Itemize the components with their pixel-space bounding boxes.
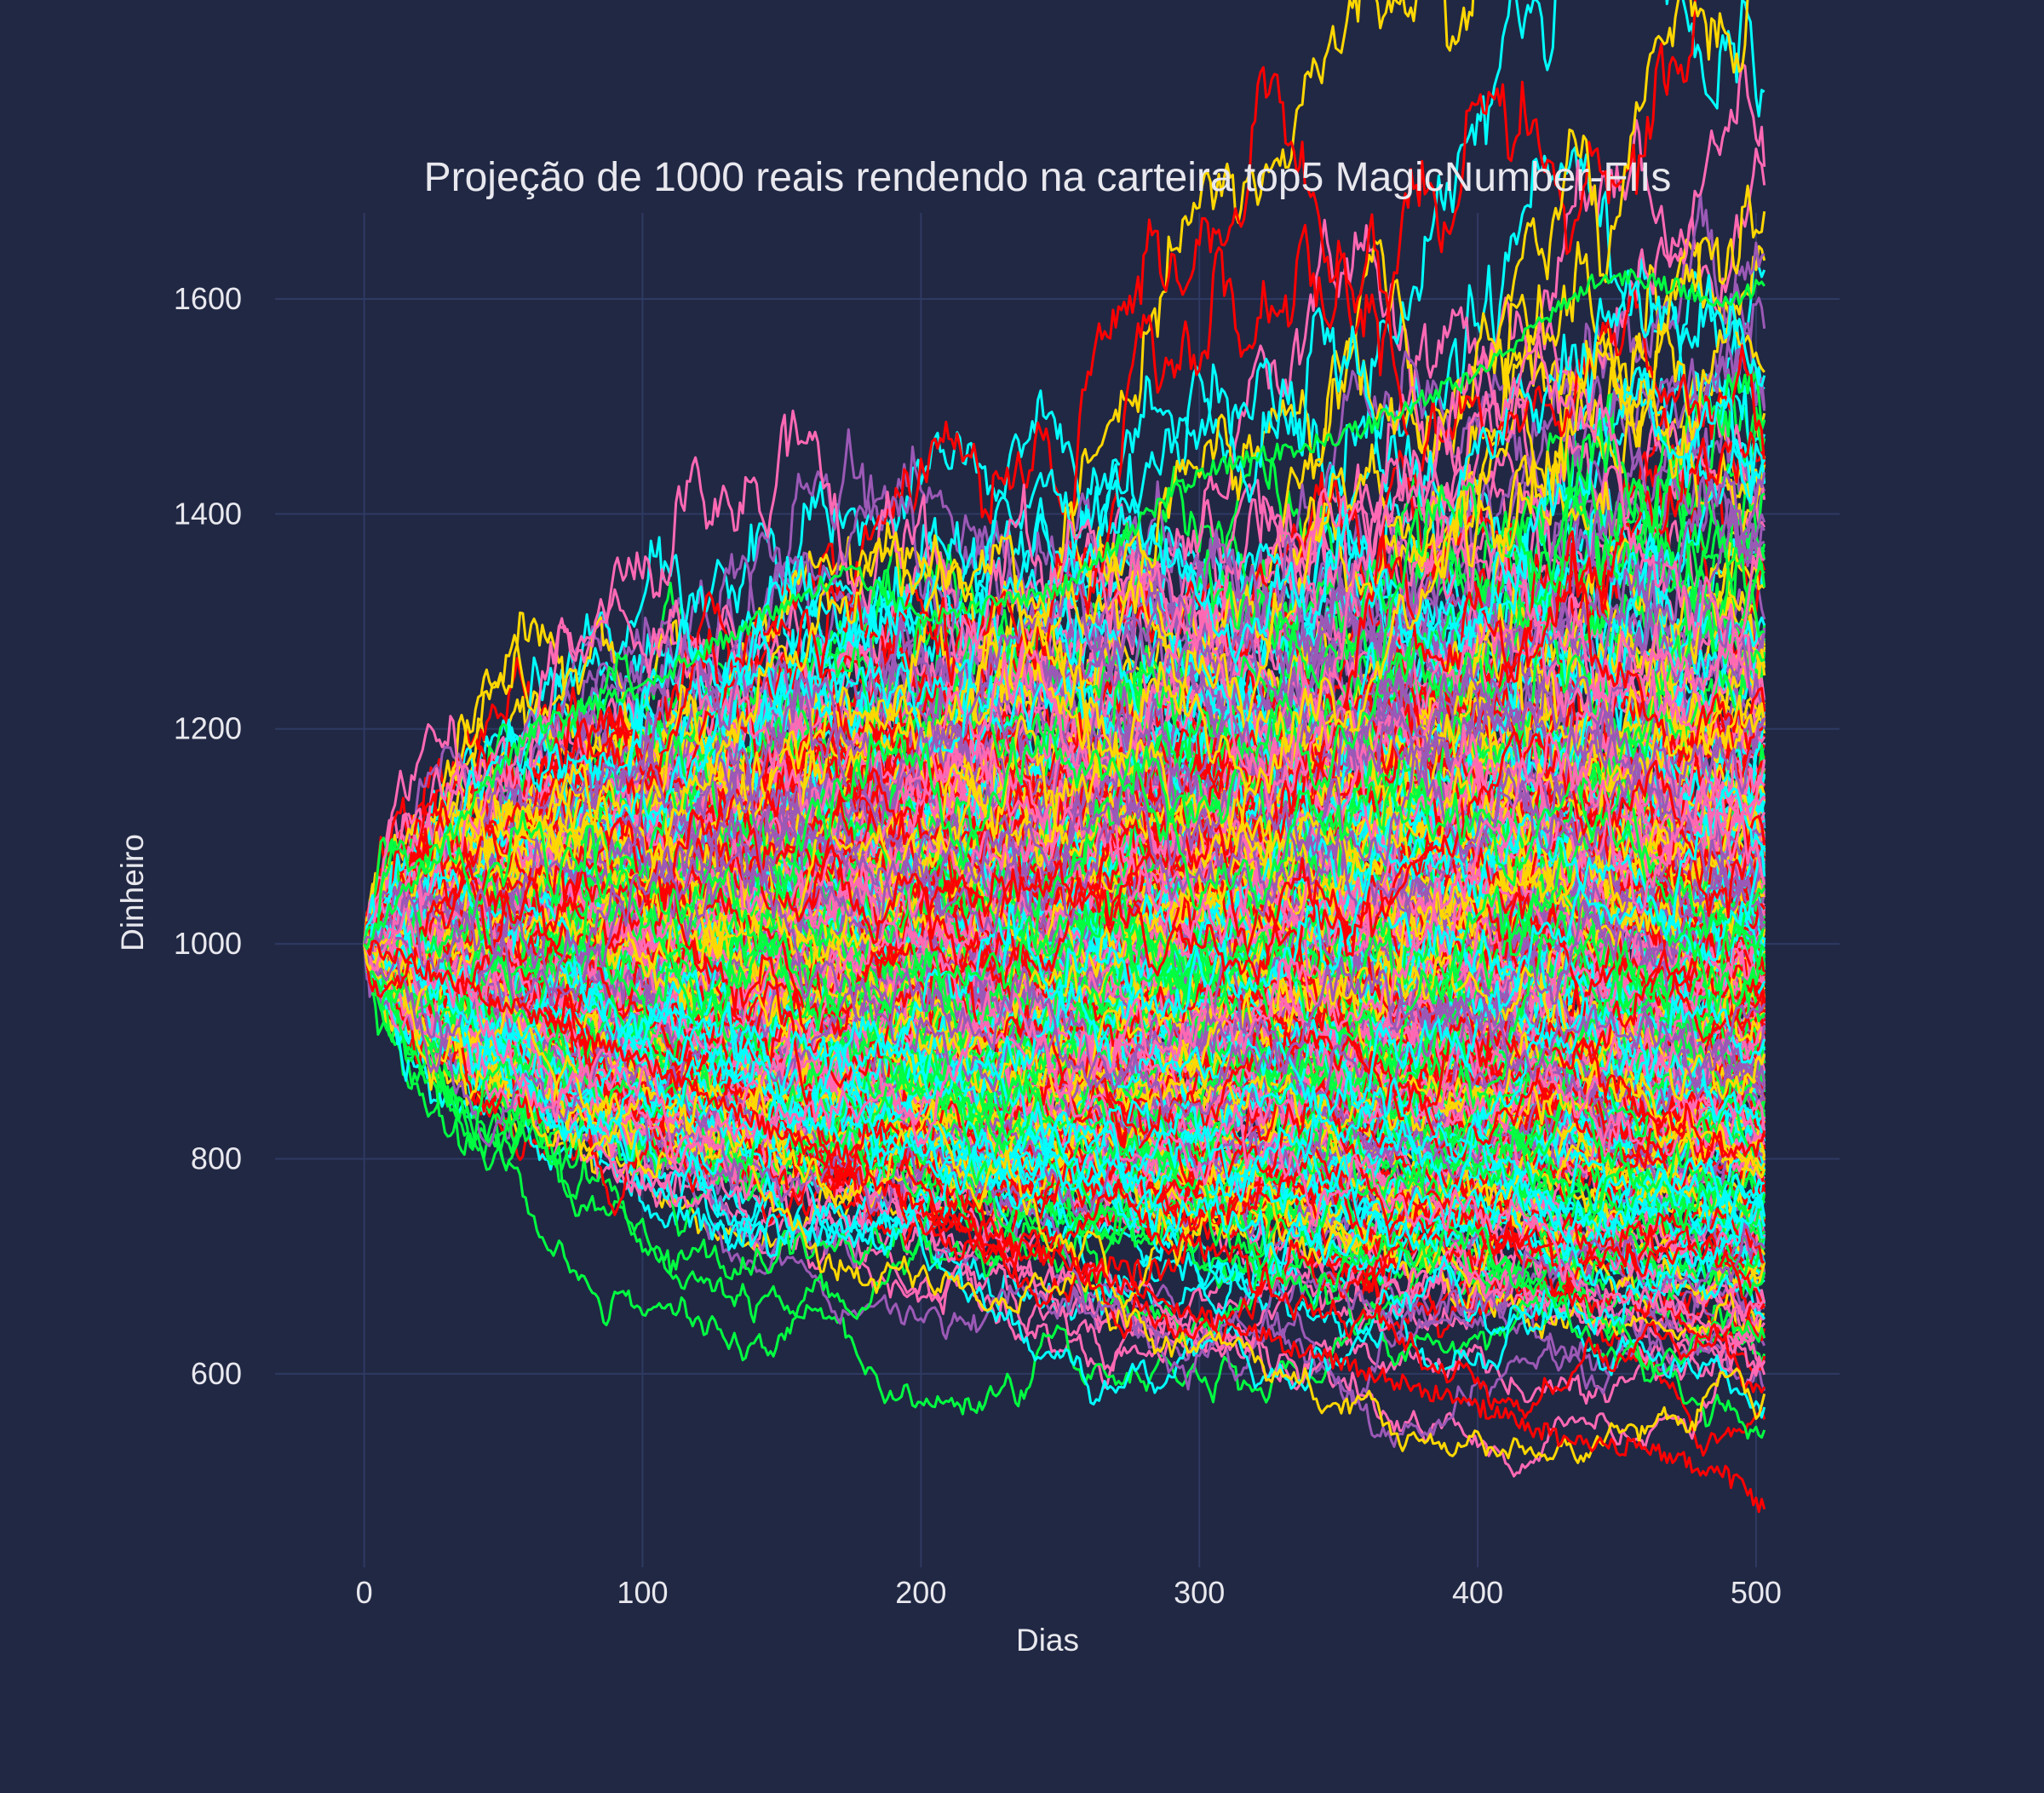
x-tick-label: 200 bbox=[895, 1575, 946, 1610]
simulation-line bbox=[363, 875, 1766, 1147]
simulation-line bbox=[364, 667, 1766, 945]
y-tick-label: 1400 bbox=[174, 496, 242, 531]
simulation-line bbox=[363, 417, 1765, 1040]
y-axis-title: Dinheiro bbox=[115, 834, 150, 951]
simulation-line bbox=[363, 853, 1766, 1164]
x-tick-label: 400 bbox=[1452, 1575, 1503, 1610]
y-tick-label: 1600 bbox=[174, 281, 242, 316]
x-tick-label: 500 bbox=[1731, 1575, 1782, 1610]
max-simulation-line bbox=[363, 268, 1766, 951]
simulation-line bbox=[363, 943, 1766, 1416]
simulation-line bbox=[363, 930, 1766, 1464]
simulation-line bbox=[363, 722, 1766, 1037]
simulation-line bbox=[363, 732, 1766, 1173]
x-tick-label: 0 bbox=[356, 1575, 373, 1610]
simulation-line bbox=[363, 754, 1766, 1160]
y-tick-label: 1000 bbox=[174, 926, 242, 961]
y-tick-label: 800 bbox=[191, 1141, 242, 1175]
x-tick-label: 100 bbox=[617, 1575, 668, 1610]
simulation-line bbox=[363, 738, 1766, 991]
y-tick-label: 600 bbox=[191, 1356, 242, 1391]
simulation-line bbox=[363, 457, 1766, 945]
simulation-line bbox=[363, 335, 1765, 945]
chart-title: Projeção de 1000 reais rendendo na carte… bbox=[424, 155, 1672, 200]
tick-labels: 0 100 200 300 400 500 600 800 1000 1200 1400 1600 bbox=[174, 281, 1782, 1610]
series-lines bbox=[363, 0, 1766, 1514]
min-simulation-line bbox=[363, 940, 1766, 1514]
simulation-line bbox=[363, 641, 1766, 1134]
simulation-line bbox=[363, 488, 1766, 956]
y-tick-label: 1200 bbox=[174, 711, 242, 746]
simulation-line bbox=[363, 785, 1766, 1210]
simulation-line bbox=[363, 909, 1766, 1391]
x-tick-label: 300 bbox=[1174, 1575, 1225, 1610]
simulation-line bbox=[363, 184, 1766, 972]
simulation-line bbox=[363, 269, 1766, 957]
simulation-line bbox=[363, 366, 1766, 949]
simulation-line bbox=[363, 871, 1766, 1335]
simulation-line bbox=[363, 830, 1766, 1118]
x-axis-title: Dias bbox=[1016, 1623, 1079, 1658]
simulation-line bbox=[363, 779, 1766, 1186]
simulation-line bbox=[363, 841, 1766, 1218]
